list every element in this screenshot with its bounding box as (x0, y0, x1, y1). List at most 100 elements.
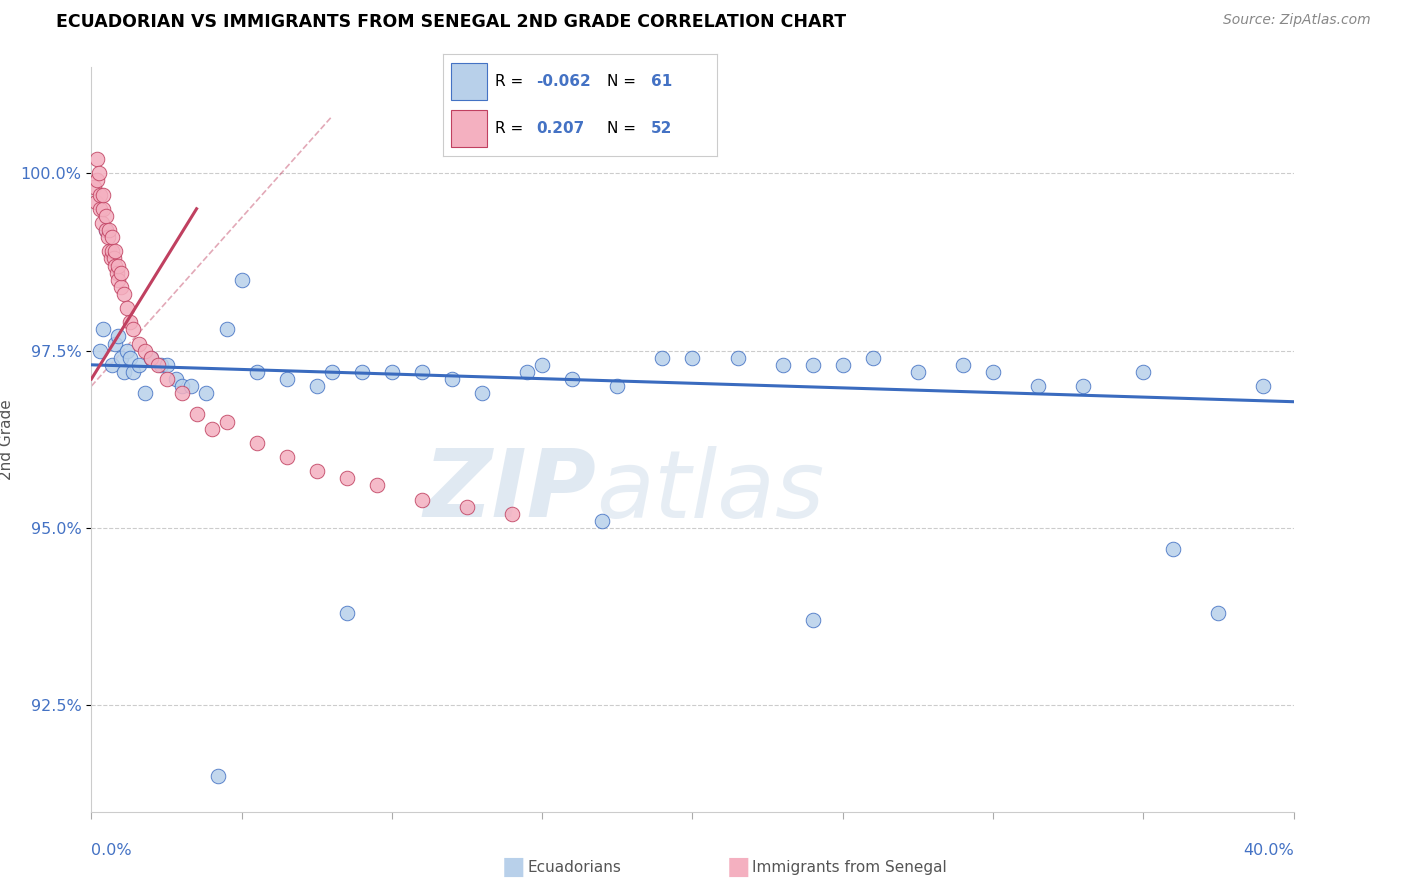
Point (141, 351, 163, 365)
Point (100, 252, 122, 266)
Point (456, 500, 478, 514)
Point (801, 358, 824, 372)
Point (1071, 379, 1094, 393)
Point (201, 422, 224, 436)
Point (87, 166, 110, 180)
Text: N =: N = (607, 121, 637, 136)
Text: ■: ■ (502, 855, 524, 879)
Point (104, 336, 127, 351)
Point (122, 322, 145, 336)
Y-axis label: 2nd Grade: 2nd Grade (0, 399, 14, 480)
Point (101, 244, 124, 259)
Point (114, 365, 136, 379)
Point (215, 415, 238, 429)
Point (96, 209, 118, 223)
Point (155, 372, 177, 386)
Point (1026, 379, 1049, 393)
Point (86, 173, 108, 187)
Point (231, 273, 253, 287)
Point (772, 358, 794, 372)
Point (96, 223, 118, 237)
Point (98, 244, 121, 259)
Text: 61: 61 (651, 74, 672, 88)
Point (246, 435, 269, 450)
Point (93, 187, 115, 202)
Point (305, 379, 328, 393)
Text: Ecuadorians: Ecuadorians (527, 860, 621, 874)
Point (207, 769, 229, 783)
Point (107, 273, 129, 287)
Text: atlas: atlas (596, 446, 824, 537)
Point (651, 351, 673, 365)
Point (86, 152, 108, 166)
Text: 0.0%: 0.0% (91, 843, 132, 858)
Point (531, 358, 554, 372)
Point (831, 358, 853, 372)
Point (862, 351, 884, 365)
Point (117, 343, 139, 358)
Point (120, 351, 142, 365)
Point (98, 223, 121, 237)
Point (981, 365, 1004, 379)
Point (471, 386, 494, 401)
Point (215, 322, 238, 336)
Text: 52: 52 (651, 121, 672, 136)
Point (1253, 379, 1275, 393)
Point (606, 379, 628, 393)
Point (186, 408, 208, 422)
Point (93, 202, 115, 216)
Point (89, 187, 111, 202)
Text: 0.207: 0.207 (536, 121, 585, 136)
Point (83, 180, 105, 194)
Text: ■: ■ (727, 855, 749, 879)
Text: Source: ZipAtlas.com: Source: ZipAtlas.com (1223, 13, 1371, 28)
Point (411, 492, 433, 507)
Point (801, 613, 824, 627)
Point (117, 301, 139, 315)
Point (952, 358, 974, 372)
Point (165, 372, 187, 386)
Point (107, 259, 129, 273)
Point (107, 329, 129, 343)
Text: N =: N = (607, 74, 637, 88)
Point (276, 372, 298, 386)
Text: 40.0%: 40.0% (1243, 843, 1294, 858)
Point (110, 266, 132, 280)
Point (907, 365, 929, 379)
Point (1161, 542, 1184, 557)
Point (89, 202, 111, 216)
Point (146, 358, 169, 372)
Point (305, 464, 328, 478)
Point (128, 336, 150, 351)
Bar (451, 110, 486, 147)
Point (336, 606, 359, 620)
Point (276, 450, 298, 464)
Point (516, 365, 538, 379)
Point (128, 358, 150, 372)
Point (366, 478, 388, 492)
Point (1208, 606, 1230, 620)
Point (103, 252, 125, 266)
Point (110, 351, 132, 365)
Point (104, 259, 127, 273)
Point (170, 386, 193, 401)
Point (104, 244, 127, 259)
Point (681, 351, 703, 365)
Point (120, 315, 142, 329)
Point (591, 514, 613, 528)
Text: Immigrants from Senegal: Immigrants from Senegal (752, 860, 948, 874)
Point (180, 379, 202, 393)
Point (1132, 365, 1154, 379)
Point (105, 266, 128, 280)
Text: ZIP: ZIP (423, 445, 596, 538)
Point (89, 343, 111, 358)
Point (246, 365, 269, 379)
Point (90, 216, 112, 230)
Point (155, 358, 177, 372)
Point (501, 507, 523, 521)
Point (93, 322, 115, 336)
Point (170, 379, 193, 393)
Point (727, 351, 749, 365)
Bar (451, 62, 486, 100)
Point (134, 343, 156, 358)
